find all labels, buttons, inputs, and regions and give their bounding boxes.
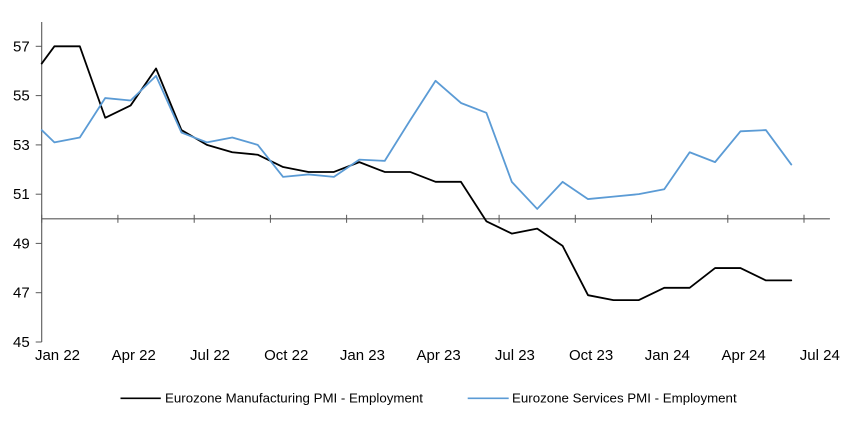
svg-text:Jul 22: Jul 22 (190, 347, 230, 364)
svg-text:Jul 23: Jul 23 (495, 347, 535, 364)
svg-text:Jan 24: Jan 24 (645, 347, 690, 364)
svg-text:Jan 23: Jan 23 (340, 347, 385, 364)
svg-text:Oct 23: Oct 23 (569, 347, 613, 364)
svg-text:Apr 24: Apr 24 (721, 347, 765, 364)
svg-text:51: 51 (13, 186, 30, 203)
svg-text:55: 55 (13, 88, 30, 105)
svg-text:Eurozone Services PMI - Employ: Eurozone Services PMI - Employment (512, 390, 737, 405)
svg-text:57: 57 (13, 38, 30, 55)
svg-text:49: 49 (13, 235, 30, 252)
svg-text:Jul 24: Jul 24 (800, 347, 840, 364)
svg-text:Eurozone Manufacturing PMI - E: Eurozone Manufacturing PMI - Employment (165, 390, 423, 405)
svg-text:Apr 23: Apr 23 (416, 347, 460, 364)
svg-text:45: 45 (13, 334, 30, 351)
svg-text:Apr 22: Apr 22 (112, 347, 156, 364)
svg-text:Oct 22: Oct 22 (264, 347, 308, 364)
svg-text:47: 47 (13, 285, 30, 302)
svg-text:Jan 22: Jan 22 (35, 347, 80, 364)
svg-text:53: 53 (13, 137, 30, 154)
